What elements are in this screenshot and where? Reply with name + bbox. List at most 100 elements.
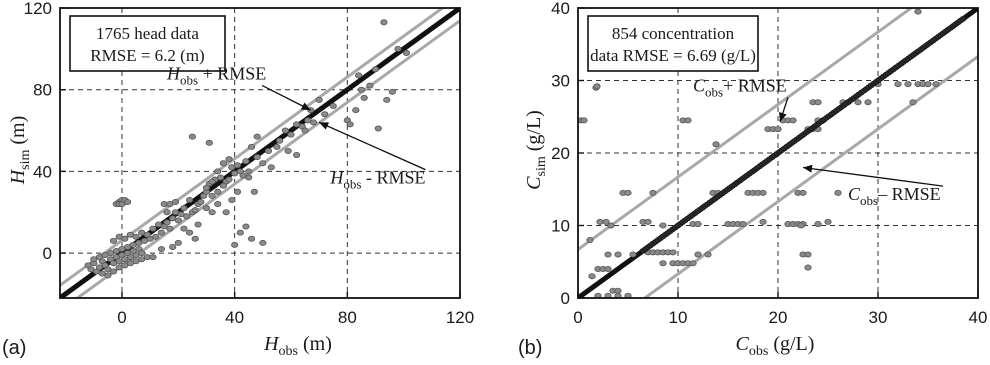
data-point [157,229,166,236]
data-point [149,254,157,261]
data-point [180,205,188,212]
x-tick-label: 20 [769,308,788,327]
x-axis-label: Cobs (g/L) [736,333,815,359]
x-tick-label: 0 [117,308,126,327]
annotation-label: Hobs - RMSE [329,168,425,192]
x-tick-label: 10 [669,308,688,327]
data-point [267,164,275,171]
data-point [236,229,244,236]
data-points [84,19,411,279]
data-point [614,287,622,294]
y-tick-label: 0 [43,244,52,263]
panel-label: (b) [518,337,542,359]
data-point [659,260,667,267]
data-point [694,221,702,228]
data-point [273,143,281,150]
data-point [804,264,812,271]
data-point [225,176,233,183]
data-point [315,96,323,103]
data-point [281,127,289,134]
data-point [264,147,273,154]
data-point [739,221,747,228]
data-point [183,213,191,220]
annotation-arrow [802,166,944,187]
y-tick-label: 80 [33,81,52,100]
data-point [834,189,842,196]
data-point [596,218,604,225]
data-point [814,99,822,106]
data-point [202,184,211,191]
data-point [624,189,632,196]
data-point [245,168,253,175]
info-box-line: RMSE = 6.2 (m) [90,46,204,65]
data-point [814,221,822,228]
series-line [74,19,460,298]
data-point [684,117,692,124]
data-point [804,251,812,258]
panel-label: (a) [2,337,26,359]
data-point [909,99,917,106]
data-point [329,103,337,110]
data-point [694,251,702,258]
data-point [704,251,712,258]
data-point [759,189,767,196]
plot-area [60,8,460,298]
x-tick-label: 0 [573,308,582,327]
annotation-label: Cobs– RMSE [848,184,941,208]
data-point [124,199,132,206]
data-point [214,168,222,175]
data-point [614,292,622,298]
annotation-arrow [261,84,311,111]
data-point [231,241,239,248]
info-box: 854 concentration data RMSE = 6.69 (g/L) [587,15,759,72]
y-axis-label: Csim (g/L) [523,110,549,190]
data-point [185,196,194,203]
data-point [163,209,171,216]
data-point [402,49,411,56]
data-point [202,205,211,212]
annotation-arrow [318,121,426,171]
data-point [932,81,940,88]
data-point [169,243,177,250]
x-tick-label: 40 [225,308,244,327]
y-tick-label: 20 [551,144,570,163]
series-line [578,8,914,251]
data-point [614,251,622,258]
data-point [774,126,782,133]
y-tick-label: 40 [33,162,52,181]
info-box-line: 1765 head data [96,24,199,43]
data-point [214,201,222,208]
data-point [191,235,199,242]
x-tick-label: 30 [869,308,888,327]
info-box: 1765 head data RMSE = 6.2 (m) [69,15,226,72]
data-point [864,99,872,106]
x-tick-label: 120 [446,308,474,327]
data-point [132,233,140,240]
data-point [152,233,160,240]
data-point [604,265,612,272]
data-point [904,81,912,88]
panel-a-head-chart: 0 40 80 120 0 40 80 120 Hobs (m) Hsim (m) 1765 hea… [2,0,474,359]
data-point [138,250,146,257]
data-point [219,160,227,167]
data-point [629,251,637,258]
data-point [580,117,588,124]
data-point [242,223,250,230]
annotation-label: Hobs + RMSE [166,63,266,87]
data-point [259,160,267,167]
data-point [593,83,601,90]
data-point [208,178,216,185]
data-point [250,188,258,195]
data-point [109,268,118,275]
data-point [689,260,697,267]
data-point [789,117,797,124]
data-point [354,72,363,79]
y-tick-label: 0 [561,289,570,308]
data-point [602,218,610,225]
data-point [352,107,360,114]
data-point [242,158,250,165]
data-point [171,199,180,206]
data-point [894,81,902,88]
data-point [166,225,174,232]
data-point [346,121,354,128]
